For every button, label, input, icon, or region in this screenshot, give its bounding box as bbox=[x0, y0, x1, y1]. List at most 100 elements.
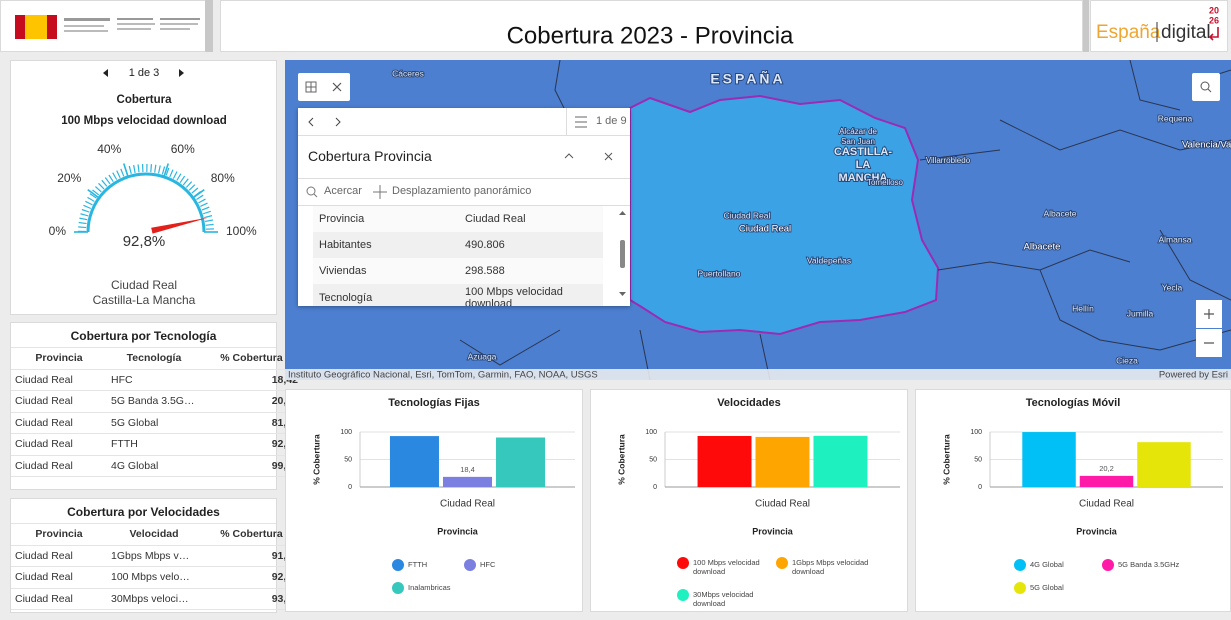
data-label: 20,2 bbox=[1099, 464, 1114, 473]
x-axis-label: Provincia bbox=[437, 526, 479, 536]
gauge-tick bbox=[163, 163, 170, 178]
y-tick-label: 100 bbox=[340, 429, 352, 436]
x-axis-label: Provincia bbox=[1076, 526, 1118, 536]
place-label: Valencia/València bbox=[1182, 140, 1231, 151]
place-label: Villarrobledo bbox=[926, 156, 971, 165]
chart-title: Tecnologías Móvil bbox=[1026, 397, 1121, 409]
cell: 1Gbps Mbps v… bbox=[107, 545, 201, 567]
column-header: Provincia bbox=[11, 348, 107, 370]
chart-panel bbox=[915, 389, 1231, 612]
popup-title: Cobertura Provincia bbox=[308, 148, 432, 164]
cell: Ciudad Real bbox=[11, 566, 107, 589]
field-value: 298.588 bbox=[465, 265, 505, 277]
powered-by: Powered by Esri bbox=[1159, 370, 1228, 381]
y-axis-label: % Cobertura bbox=[941, 434, 951, 485]
close-icon[interactable] bbox=[332, 82, 342, 92]
y-tick-label: 0 bbox=[348, 484, 352, 491]
header-row: Provincia Tecnología% Cobertura bbox=[11, 348, 302, 370]
legend-swatch bbox=[677, 557, 689, 569]
y-tick-label: 50 bbox=[344, 456, 352, 463]
field-value: Ciudad Real bbox=[465, 213, 526, 225]
bar bbox=[697, 435, 752, 487]
chart-panel bbox=[285, 389, 583, 612]
place-label: LA bbox=[856, 159, 871, 171]
column-header: Velocidad bbox=[107, 524, 201, 546]
place-label: ESPAÑA bbox=[710, 70, 785, 87]
place-label: Hellín bbox=[1072, 303, 1094, 313]
chart-panel bbox=[590, 389, 908, 612]
bar bbox=[1079, 475, 1134, 487]
legend-swatch bbox=[1102, 559, 1114, 571]
legend-swatch bbox=[677, 589, 689, 601]
y-axis-label: % Cobertura bbox=[616, 434, 626, 485]
field-name: Viviendas bbox=[319, 265, 367, 277]
cell: 5G Global bbox=[107, 412, 201, 434]
toolbar-icon bbox=[305, 81, 317, 93]
gauge: 1 de 3 Cobertura 100 Mbps velocidad down… bbox=[49, 67, 257, 307]
popup-fields: Provincia Ciudad Real Habitantes 490.806 Viv… bbox=[313, 206, 603, 306]
x-axis-label: Provincia bbox=[752, 526, 794, 536]
chart-title: Velocidades bbox=[717, 397, 781, 409]
logo-year: 26 bbox=[1209, 15, 1219, 25]
place-label: Almansa bbox=[1158, 234, 1191, 244]
table-panel: Cobertura por Velocidades Provincia Veloci… bbox=[10, 498, 302, 613]
cell: Ciudad Real bbox=[11, 433, 107, 456]
gauge-needle bbox=[151, 217, 209, 234]
cell: Ciudad Real bbox=[11, 545, 107, 567]
legend-label: 1Gbps Mbps velocidad download bbox=[792, 558, 869, 576]
legend-label: 4G Global bbox=[1030, 560, 1064, 569]
gauge-tick bbox=[192, 189, 205, 199]
gauge-arc bbox=[86, 172, 206, 233]
nav-arrows[interactable] bbox=[298, 108, 358, 135]
field-name: Habitantes bbox=[319, 239, 372, 251]
legend-label: Inalambricas bbox=[408, 583, 451, 592]
place-label: Requena bbox=[1158, 113, 1193, 123]
gauge-tick-label: 0% bbox=[49, 224, 67, 238]
popup-actions[interactable] bbox=[560, 136, 620, 178]
place-label: CASTILLA- bbox=[834, 146, 892, 158]
legend-label: 100 Mbps velocidad download bbox=[693, 558, 760, 576]
place-label: Ciudad Real bbox=[724, 210, 771, 220]
place-label: Albacete bbox=[1043, 208, 1076, 218]
tool: Acercar bbox=[324, 185, 362, 197]
column-header: % Cobertura bbox=[201, 348, 302, 370]
cell: Ciudad Real bbox=[11, 390, 107, 413]
place-label: Albacete bbox=[1024, 242, 1061, 253]
chart-title: Tecnologías Fijas bbox=[388, 397, 480, 409]
place-label: Azuaga bbox=[468, 351, 497, 361]
cell: Ciudad Real bbox=[11, 412, 107, 434]
popup-nav: 1 de 9 bbox=[298, 108, 630, 136]
data-label: 18,4 bbox=[460, 465, 475, 474]
legend-label: 5G Global bbox=[1030, 583, 1064, 592]
popup-header: Cobertura Provincia bbox=[298, 136, 630, 178]
bar bbox=[755, 436, 810, 487]
bar bbox=[496, 437, 546, 487]
x-tick-label: Ciudad Real bbox=[440, 499, 495, 510]
cell: Ciudad Real bbox=[11, 369, 107, 391]
legend-label: 30Mbps velocidad download bbox=[693, 590, 754, 608]
gauge-title: Cobertura bbox=[117, 94, 173, 106]
place-label: Cieza bbox=[1116, 355, 1138, 365]
legend-label: HFC bbox=[480, 560, 496, 569]
map-borders bbox=[459, 60, 1231, 380]
table: Provincia Velocidad% Cobertura Ciudad Real… bbox=[11, 524, 302, 610]
table-title: Cobertura por Tecnología bbox=[11, 323, 276, 348]
scrollbar[interactable] bbox=[618, 206, 627, 306]
zoom-icons bbox=[1204, 309, 1214, 344]
y-tick-label: 100 bbox=[970, 429, 982, 436]
field-value: 490.806 bbox=[465, 239, 505, 251]
location: Ciudad Real bbox=[111, 278, 177, 292]
gauge-tick bbox=[122, 163, 129, 178]
map-toolbar[interactable] bbox=[298, 73, 350, 101]
y-tick-label: 0 bbox=[978, 484, 982, 491]
legend-swatch bbox=[776, 557, 788, 569]
logo-brand: España bbox=[1096, 22, 1161, 43]
bar bbox=[813, 435, 868, 487]
table-title: Cobertura por Velocidades bbox=[11, 499, 276, 524]
legend-swatch bbox=[392, 582, 404, 594]
search-button[interactable] bbox=[1192, 73, 1220, 101]
